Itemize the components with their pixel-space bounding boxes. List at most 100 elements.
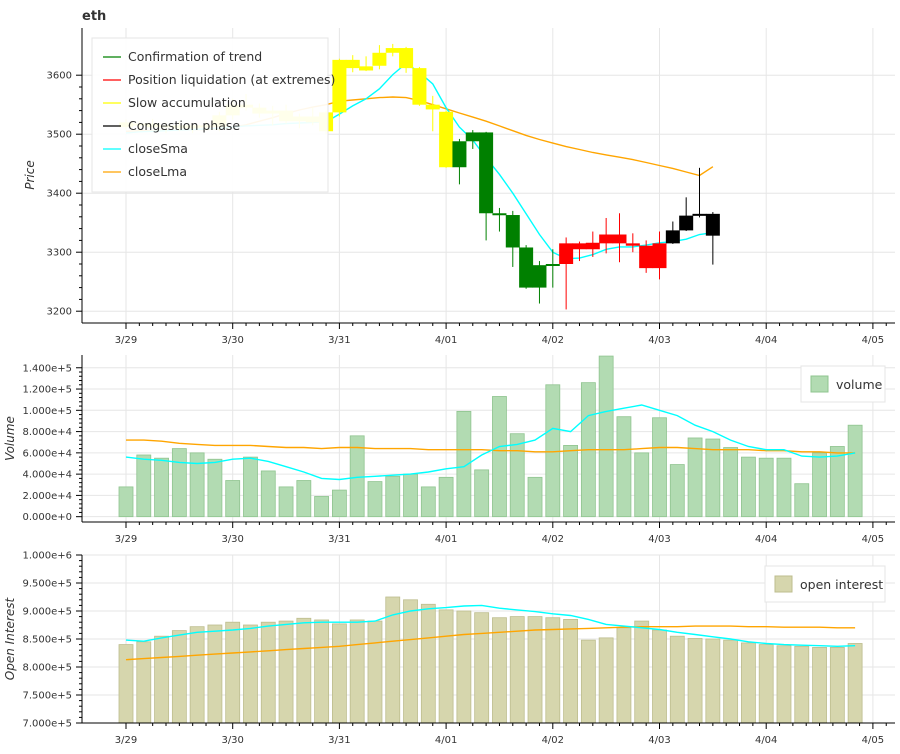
volume-legend[interactable]: volume <box>800 365 886 403</box>
y-tick-label: 7.000e+5 <box>22 719 72 730</box>
oi-bar <box>189 626 205 724</box>
oi-legend-label: open interest <box>800 577 883 592</box>
vol-bar <box>420 486 436 518</box>
x-tick-label: 4/03 <box>648 534 670 545</box>
x-tick-label: 4/02 <box>542 335 564 346</box>
x-tick-label: 3/29 <box>115 534 137 545</box>
candle-body <box>705 213 720 236</box>
vol-bar <box>314 496 330 518</box>
vol-bar <box>225 480 241 518</box>
candle-body <box>505 215 520 248</box>
oi-bar <box>314 619 330 724</box>
candle-body <box>612 234 627 244</box>
x-tick-label: 3/29 <box>115 335 137 346</box>
vol-bar <box>385 475 401 518</box>
oi-bar <box>563 619 578 724</box>
oi-bar <box>687 638 703 724</box>
oi-bar <box>652 629 667 724</box>
y-tick-label: 8.500e+5 <box>22 635 72 646</box>
y-tick-label: 4.000e+4 <box>22 470 72 481</box>
candle-body <box>359 66 374 71</box>
candle-body <box>452 141 467 168</box>
oi-bar <box>260 621 276 724</box>
vol-bar <box>492 396 507 518</box>
y-tick-label: 9.500e+5 <box>22 579 72 590</box>
oi-bar <box>331 623 347 724</box>
vol-bar <box>296 480 312 518</box>
vol-legend-label: volume <box>836 377 883 392</box>
legend-label: closeLma <box>128 164 187 179</box>
candle-body <box>345 59 360 69</box>
y-tick-label: 3600 <box>47 71 72 82</box>
y-tick-label: 3500 <box>47 130 72 141</box>
y-tick-label: 3300 <box>47 248 72 259</box>
price-legend[interactable]: Confirmation of trend Position liquidatio… <box>91 37 335 193</box>
oi-bar <box>634 620 650 724</box>
legend-label: Confirmation of trend <box>128 49 262 64</box>
price-axes: 3200 3300 3400 3500 3600 3/29 3/30 3/31 4/01 4/02… <box>23 28 895 346</box>
oi-bar <box>741 642 756 724</box>
oi-bar <box>154 635 169 724</box>
open-interest-legend[interactable]: open interest <box>764 565 886 603</box>
oi-bar <box>829 647 845 724</box>
x-tick-label: 4/04 <box>755 335 777 346</box>
oi-axis-label: Open Interest <box>3 597 17 681</box>
candle-body <box>599 234 614 244</box>
candle-body <box>399 48 414 69</box>
candle-body <box>439 111 454 168</box>
vol-bar <box>136 454 152 518</box>
vol-bar <box>598 355 614 518</box>
candle-body <box>479 132 494 214</box>
y-tick-label: 8.000e+4 <box>22 427 72 438</box>
y-tick-label: 1.200e+5 <box>22 385 72 396</box>
legend-label: Congestion phase <box>128 118 240 133</box>
vol-bar <box>118 486 134 518</box>
x-tick-label: 3/30 <box>221 534 243 545</box>
y-tick-label: 8.000e+5 <box>22 663 72 674</box>
y-tick-label: 3200 <box>47 307 72 318</box>
y-tick-label: 0.000e+0 <box>22 512 72 523</box>
oi-bar <box>225 621 241 724</box>
vol-sma-line <box>125 404 856 481</box>
candle-body <box>545 264 560 266</box>
x-tick-label: 3/30 <box>221 335 243 346</box>
volume-bars <box>118 355 863 518</box>
vol-bar <box>829 446 845 518</box>
x-tick-label: 3/31 <box>328 335 350 346</box>
candle-body <box>425 104 440 110</box>
legend-label: Position liquidation (at extremes) <box>128 72 335 87</box>
x-tick-label: 4/05 <box>862 335 884 346</box>
candle-body <box>665 230 680 244</box>
y-tick-label: 1.400e+5 <box>22 363 72 374</box>
open-interest-lines <box>125 604 856 661</box>
oi-bar <box>509 616 525 724</box>
candle-body <box>332 59 347 113</box>
x-tick-label: 4/01 <box>435 335 457 346</box>
candle-body <box>679 215 694 231</box>
vol-bar <box>456 410 472 518</box>
x-tick-label: 4/01 <box>435 735 457 746</box>
vol-bar <box>723 447 739 518</box>
oi-bar <box>438 609 454 724</box>
y-tick-label: 3400 <box>47 189 72 200</box>
oi-bar <box>367 620 383 724</box>
open-interest-panel: 7.000e+5 7.500e+5 8.000e+5 8.500e+5 9.000e+5… <box>3 551 895 746</box>
vol-bar <box>527 476 543 518</box>
oi-bar <box>580 639 596 724</box>
vol-bar <box>812 452 827 518</box>
oi-bar <box>847 643 863 724</box>
candle-body <box>519 247 534 288</box>
vol-bar <box>563 445 578 518</box>
y-tick-label: 1.000e+6 <box>22 551 72 562</box>
vol-axis-label: Volume <box>3 416 17 461</box>
y-tick-label: 7.500e+5 <box>22 691 72 702</box>
candle-body <box>385 48 400 53</box>
oi-bar <box>278 620 294 724</box>
candle-body <box>559 243 574 264</box>
oi-lma-line <box>125 625 856 661</box>
candle-body <box>692 213 707 216</box>
y-tick-label: 2.000e+4 <box>22 491 72 502</box>
candle-body <box>585 242 600 250</box>
oi-bar <box>171 630 187 724</box>
